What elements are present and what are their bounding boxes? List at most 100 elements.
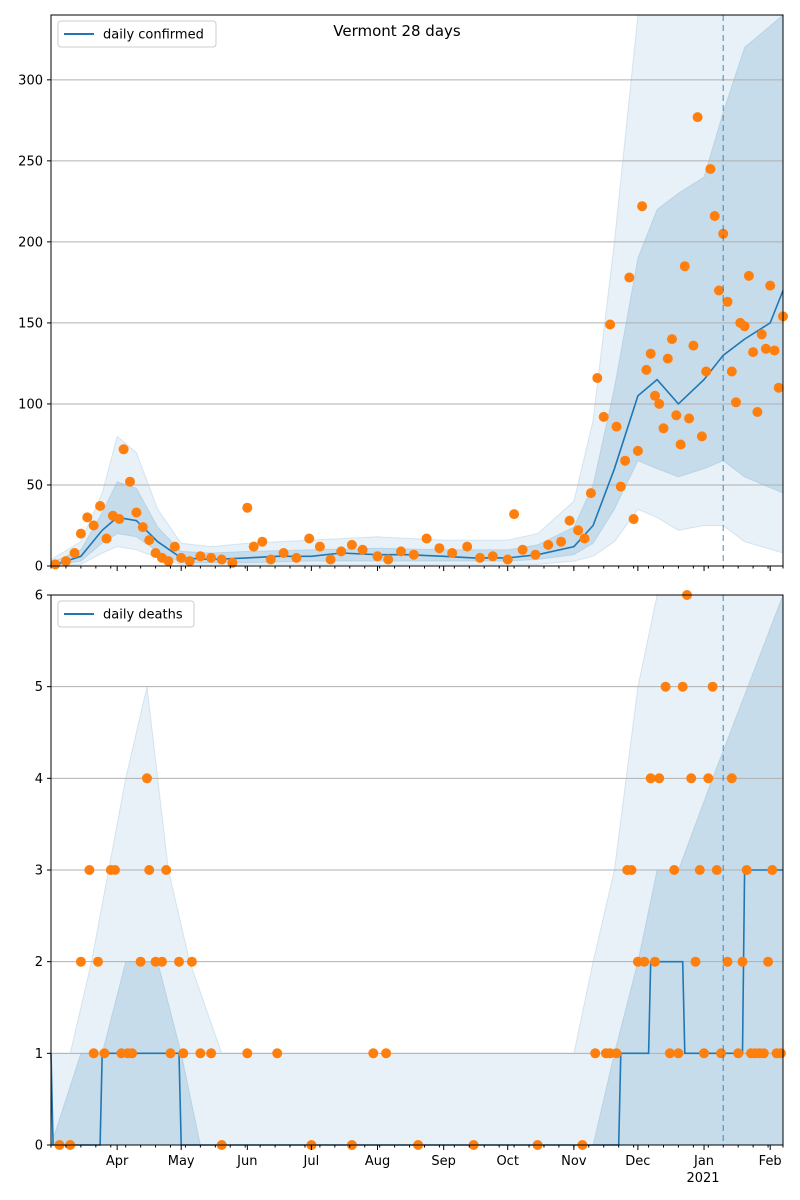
x-tick-label: Oct xyxy=(496,1154,518,1169)
data-point xyxy=(543,539,554,550)
data-point xyxy=(675,439,686,450)
data-point xyxy=(69,548,80,558)
data-point xyxy=(314,541,325,552)
data-point xyxy=(434,543,445,554)
data-point xyxy=(381,1048,392,1059)
data-point xyxy=(227,557,238,568)
data-point xyxy=(637,201,648,212)
confirmed-legend-label: daily confirmed xyxy=(103,28,204,43)
deaths-legend: daily deaths xyxy=(57,600,195,628)
data-point xyxy=(748,347,759,358)
x-tick-label: Dec xyxy=(625,1154,650,1169)
data-point xyxy=(722,956,733,967)
data-point xyxy=(242,502,253,513)
data-point xyxy=(731,397,741,408)
data-point xyxy=(99,1048,110,1059)
data-point xyxy=(564,515,575,526)
confirmed-y-ticks: 0 50 100 150 200 250 300 xyxy=(18,73,51,575)
data-point xyxy=(475,552,485,563)
data-point xyxy=(605,319,616,330)
x-tick-label: Nov xyxy=(561,1154,587,1169)
data-point xyxy=(707,681,718,692)
y-tick-label: 200 xyxy=(18,235,43,250)
data-point xyxy=(278,548,289,558)
data-point xyxy=(248,541,259,552)
data-point xyxy=(396,546,406,557)
data-point xyxy=(650,390,660,401)
data-point xyxy=(658,423,669,434)
data-point xyxy=(125,476,135,487)
data-point xyxy=(408,549,419,560)
data-point xyxy=(709,211,720,221)
data-point xyxy=(671,410,682,421)
data-point xyxy=(304,533,315,544)
data-point xyxy=(669,865,680,875)
data-point xyxy=(677,681,688,692)
y-tick-label: 300 xyxy=(18,73,43,88)
data-point xyxy=(127,1048,138,1059)
series-line xyxy=(50,290,784,567)
x-tick-label: Feb xyxy=(759,1154,782,1169)
data-point xyxy=(195,551,206,562)
data-point xyxy=(765,280,776,291)
data-point xyxy=(688,340,699,351)
data-point xyxy=(242,1048,253,1059)
x-tick-label: Aug xyxy=(365,1154,390,1169)
deaths-legend-label: daily deaths xyxy=(103,608,183,623)
y-tick-label: 0 xyxy=(35,1139,43,1154)
confirmed-legend: daily confirmed xyxy=(57,20,217,48)
data-point xyxy=(325,554,336,565)
confirmed-gridlines xyxy=(51,79,783,486)
data-point xyxy=(696,431,707,442)
data-point xyxy=(144,535,155,546)
data-point xyxy=(93,956,103,967)
data-point xyxy=(743,270,754,281)
data-point xyxy=(667,334,677,345)
data-point xyxy=(174,956,184,967)
confirmed-points xyxy=(50,112,788,570)
x-tick-label: Apr xyxy=(106,1154,129,1169)
data-point xyxy=(186,956,197,967)
deaths-points xyxy=(54,590,786,1150)
data-point xyxy=(114,514,125,524)
data-point xyxy=(654,398,665,409)
data-point xyxy=(157,956,167,967)
data-point xyxy=(741,865,752,875)
data-point xyxy=(632,445,643,456)
year-label: 2021 xyxy=(686,1171,719,1186)
data-point xyxy=(758,1048,769,1059)
y-tick-label: 2 xyxy=(35,955,43,970)
data-point xyxy=(699,1048,709,1059)
data-point xyxy=(421,533,432,544)
data-point xyxy=(75,528,86,539)
data-point xyxy=(50,559,61,570)
y-tick-label: 5 xyxy=(35,680,43,695)
data-point xyxy=(88,1048,99,1059)
deaths-panel: 0 1 2 3 4 5 6 Apr May Jun Jul Aug Sep Oct Nov Dec Jan Fe… xyxy=(35,589,786,1186)
data-point xyxy=(372,551,383,562)
data-point xyxy=(487,551,498,562)
data-point xyxy=(82,512,93,523)
data-point xyxy=(165,1048,176,1059)
data-point xyxy=(383,554,394,565)
data-point xyxy=(694,865,705,875)
confirmed-legend-box xyxy=(57,20,217,48)
deaths-x-ticks: Apr May Jun Jul Aug Sep Oct Nov Dec Jan Feb xyxy=(50,1145,784,1169)
data-point xyxy=(767,865,778,875)
data-point xyxy=(716,1048,727,1059)
x-tick-label: Jan xyxy=(693,1154,714,1169)
confirmed-panel: 0 50 100 150 200 250 300 Vermont 28 days daily… xyxy=(18,13,788,575)
chart-title: Vermont 28 days xyxy=(333,22,461,40)
data-point xyxy=(144,865,155,875)
data-point xyxy=(705,164,716,174)
data-point xyxy=(184,556,195,567)
data-point xyxy=(769,345,780,356)
data-point xyxy=(95,501,106,511)
data-point xyxy=(662,353,673,364)
data-point xyxy=(556,536,567,547)
data-point xyxy=(679,261,690,272)
x-tick-label: May xyxy=(168,1154,195,1169)
data-point xyxy=(620,455,631,466)
data-point xyxy=(585,488,596,499)
